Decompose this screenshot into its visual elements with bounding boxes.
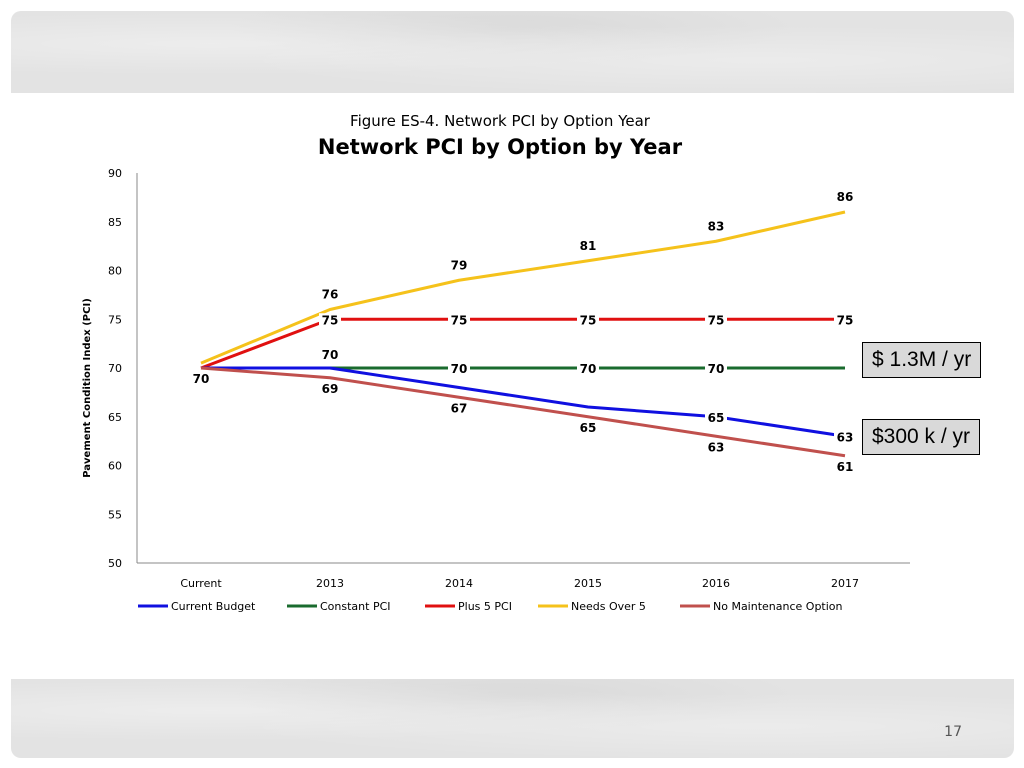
y-tick-label: 90 — [108, 167, 122, 180]
figure-caption: Figure ES-4. Network PCI by Option Year — [350, 112, 650, 130]
data-label: 75 — [451, 313, 468, 327]
data-label: 75 — [837, 313, 854, 327]
data-label: 70 — [580, 362, 597, 376]
x-tick-label: 2013 — [316, 577, 344, 590]
data-label-bg — [834, 190, 856, 204]
data-label-bg — [319, 287, 341, 302]
data-label: 70 — [322, 348, 339, 362]
data-label-bg — [448, 362, 470, 376]
data-label: 70 — [708, 362, 725, 376]
series-line-current-budget — [201, 366, 846, 438]
data-label: 75 — [322, 313, 339, 327]
data-label-bg — [834, 430, 856, 445]
chart-title: Network PCI by Option by Year — [317, 135, 683, 159]
legend-label: Plus 5 PCI — [458, 600, 512, 613]
data-label-bg — [705, 440, 727, 455]
y-axis-label: Pavement Condition Index (PCI) — [82, 298, 93, 478]
x-tick-label: 2014 — [445, 577, 473, 590]
data-label-bg — [577, 362, 599, 376]
data-label: 79 — [451, 258, 468, 272]
data-label-bg — [448, 258, 470, 273]
data-label-bg — [577, 238, 599, 253]
data-label-bg — [705, 219, 727, 234]
slide-footer-band — [11, 679, 1014, 758]
x-tick-label: 2015 — [574, 577, 602, 590]
budget-callout-1-3m: $ 1.3M / yr — [862, 342, 982, 378]
data-label: 86 — [837, 190, 854, 204]
data-label-bg — [448, 401, 470, 416]
legend-label: Current Budget — [171, 600, 256, 613]
legend-label: Needs Over 5 — [571, 600, 646, 613]
data-label-bg — [577, 313, 599, 328]
data-label-bg — [577, 420, 599, 435]
data-label: 76 — [322, 288, 339, 302]
legend-label: Constant PCI — [320, 600, 391, 613]
series-line-plus-5-pci — [200, 317, 845, 370]
y-tick-label: 60 — [108, 460, 122, 473]
data-label: 63 — [708, 440, 725, 454]
data-label-bg — [705, 362, 727, 376]
data-label: 75 — [708, 313, 725, 327]
x-tick-label: Current — [180, 577, 222, 590]
data-label-bg — [705, 410, 727, 425]
data-label: 81 — [580, 239, 597, 253]
data-label-bg — [834, 313, 856, 328]
data-label-bg — [319, 348, 341, 362]
x-tick-label: 2017 — [831, 577, 859, 590]
y-tick-label: 70 — [108, 362, 122, 375]
y-tick-label: 50 — [108, 557, 122, 570]
data-label: 65 — [708, 411, 725, 425]
legend-label: No Maintenance Option — [713, 600, 843, 613]
slide-number: 17 — [944, 724, 962, 740]
data-label-bg — [705, 313, 727, 328]
x-tick-label: 2016 — [702, 577, 730, 590]
data-label-bg — [190, 372, 212, 386]
slide-header-band — [11, 11, 1014, 93]
y-tick-label: 80 — [108, 265, 122, 278]
series-line-no-maintenance-option — [200, 366, 846, 458]
data-label: 75 — [580, 313, 597, 327]
series-line-needs-over-5 — [200, 210, 846, 365]
data-label-bg — [319, 313, 341, 328]
data-label-bg — [448, 313, 470, 328]
data-label-bg — [319, 381, 341, 396]
budget-callout-300k: $300 k / yr — [862, 419, 981, 455]
y-tick-label: 65 — [108, 411, 122, 424]
data-label: 67 — [451, 401, 468, 415]
data-label: 69 — [322, 382, 339, 396]
data-label: 83 — [708, 219, 725, 233]
data-label: 70 — [451, 362, 468, 376]
data-label: 61 — [837, 460, 854, 474]
data-label: 63 — [837, 430, 854, 444]
y-tick-label: 55 — [108, 508, 122, 521]
data-label: 65 — [580, 421, 597, 435]
data-label: 70 — [193, 372, 210, 386]
y-tick-label: 85 — [108, 216, 122, 229]
data-label-bg — [834, 459, 856, 474]
y-tick-label: 75 — [108, 313, 122, 326]
